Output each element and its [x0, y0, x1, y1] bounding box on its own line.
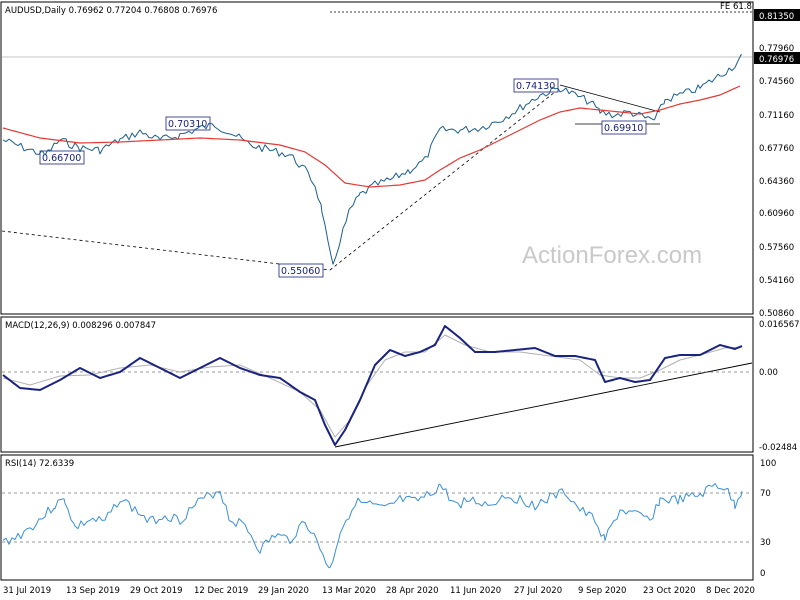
- x-tick-6: 28 Apr 2020: [386, 586, 439, 596]
- rsi-panel-title: RSI(14) 72.6339: [5, 459, 74, 469]
- x-tick-2: 29 Oct 2019: [130, 586, 183, 596]
- svg-text:0.55060: 0.55060: [281, 266, 320, 277]
- trendline-falling-top: [559, 84, 661, 113]
- rsi-panel-frame: [0, 454, 754, 581]
- macd-signal-series: [2, 334, 743, 438]
- rsi-tick-30: 30: [760, 538, 771, 548]
- price-tag-current: [754, 52, 800, 64]
- y-tick-3: 0.71160: [759, 111, 794, 121]
- fib-extension-label: FE 61.8: [720, 2, 752, 12]
- x-tick-7: 11 Jun 2020: [450, 586, 501, 596]
- y-tick-4: 0.67760: [759, 144, 794, 154]
- svg-text:0.66700: 0.66700: [42, 153, 81, 164]
- svg-text:0.70310: 0.70310: [168, 119, 207, 130]
- rsi-series: [2, 482, 743, 569]
- y-tick-0: 0.81350: [759, 12, 794, 22]
- x-tick-5: 13 Mar 2020: [322, 586, 376, 596]
- y-tick-1: 0.77960: [759, 44, 794, 54]
- rsi-tick-100: 100: [760, 459, 776, 469]
- annotation-0-66700: 0.66700: [39, 150, 85, 165]
- macd-panel-frame: [0, 316, 754, 453]
- series-layer: [2, 54, 743, 569]
- macd-panel-title: MACD(12,26,9) 0.008296 0.007847: [5, 321, 156, 331]
- y-tick-9: 0.50860: [759, 309, 794, 319]
- x-tick-11: 8 Dec 2020: [706, 586, 755, 596]
- sma-series: [2, 85, 741, 188]
- x-tick-8: 27 Jul 2020: [514, 586, 562, 596]
- annotation-0-69910: 0.69910: [601, 120, 647, 135]
- price-series: [2, 54, 743, 265]
- watermark: ActionForex.com: [522, 242, 702, 269]
- trendline-dashed-support: [329, 87, 561, 271]
- y-tick-7: 0.57560: [759, 243, 794, 253]
- price-tag-top: [754, 9, 800, 21]
- x-tick-1: 13 Sep 2019: [66, 586, 120, 596]
- svg-text:0.74130: 0.74130: [516, 81, 555, 92]
- x-tick-4: 29 Jan 2020: [258, 586, 309, 596]
- x-tick-9: 9 Sep 2020: [578, 586, 626, 596]
- trendline-dashed-lower: [1, 230, 331, 271]
- annotation-0-55060: 0.55060: [278, 263, 324, 278]
- y-tick-2: 0.74560: [759, 77, 794, 87]
- macd-tick-zero: 0.00: [759, 368, 778, 378]
- price-panel-title: AUDUSD,Daily 0.76962 0.77204 0.76808 0.7…: [5, 6, 217, 16]
- x-tick-10: 23 Oct 2020: [643, 586, 696, 596]
- macd-tick-top: 0.016567: [759, 320, 800, 330]
- current-price-tag: 0.76976: [759, 55, 794, 65]
- y-tick-6: 0.60960: [759, 209, 794, 219]
- x-tick-3: 12 Dec 2019: [194, 586, 248, 596]
- y-tick-8: 0.54160: [759, 276, 794, 286]
- macd-tick-bottom: -0.02484: [759, 443, 797, 453]
- annotation-0-70310: 0.70310: [165, 116, 211, 131]
- svg-text:0.69910: 0.69910: [604, 123, 643, 134]
- rsi-tick-0: 0: [760, 569, 765, 579]
- price-panel-frame: [0, 1, 754, 315]
- y-tick-5: 0.64360: [759, 177, 794, 187]
- macd-series: [2, 325, 743, 446]
- x-tick-0: 31 Jul 2019: [3, 586, 51, 596]
- annotation-0-74130: 0.74130: [513, 78, 559, 93]
- macd-trendline: [334, 362, 753, 448]
- rsi-tick-70: 70: [760, 489, 771, 499]
